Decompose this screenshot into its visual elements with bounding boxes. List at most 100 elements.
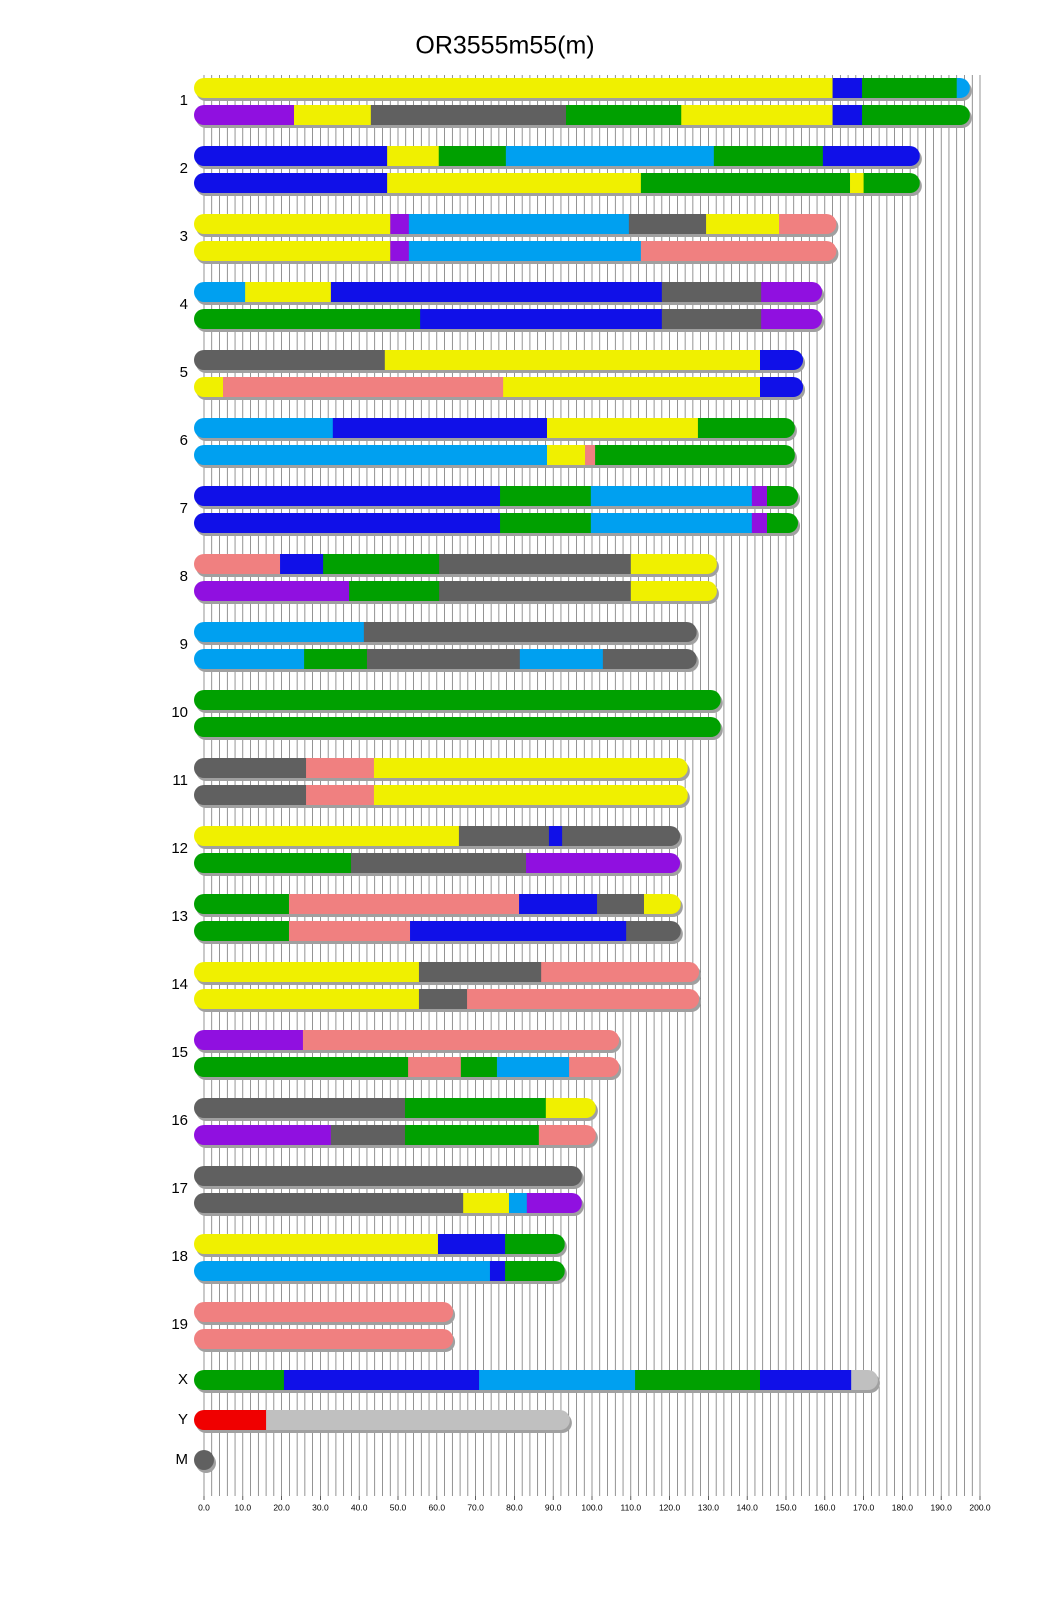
- segment: [390, 214, 410, 234]
- segment: [706, 214, 780, 234]
- chromosome-label: 4: [180, 296, 188, 313]
- chromosome-label: 18: [171, 1248, 188, 1265]
- segment: [323, 554, 440, 574]
- haplotype: [194, 1450, 214, 1470]
- segment: [194, 78, 833, 98]
- chromosome-label: 11: [172, 772, 188, 789]
- segment: [194, 173, 388, 193]
- x-tick-label: 180.0: [892, 1502, 914, 1512]
- segment: [194, 1166, 582, 1186]
- segment: [595, 445, 795, 465]
- chromosome-label: X: [178, 1371, 188, 1388]
- segment: [751, 513, 768, 533]
- segment: [956, 78, 970, 98]
- segment: [349, 581, 440, 601]
- segment: [661, 309, 762, 329]
- x-tick-label: 90.0: [545, 1502, 562, 1512]
- haplotype: [194, 445, 795, 465]
- segment: [566, 105, 682, 125]
- segment: [194, 214, 391, 234]
- segment: [630, 554, 717, 574]
- segment: [194, 1098, 406, 1118]
- haplotype: [194, 649, 697, 669]
- segment: [194, 1302, 454, 1322]
- segment: [283, 1370, 480, 1390]
- segment: [351, 853, 527, 873]
- segment: [562, 826, 681, 846]
- segment: [194, 1450, 214, 1470]
- haplotype: [194, 513, 799, 533]
- haplotype: [194, 1302, 454, 1322]
- segment: [194, 146, 388, 166]
- segment: [851, 1370, 878, 1390]
- segment: [590, 486, 753, 506]
- segment: [505, 146, 715, 166]
- haplotype: [194, 105, 970, 125]
- segment: [590, 513, 753, 533]
- segment: [384, 350, 761, 370]
- segment: [420, 309, 663, 329]
- haplotype: [194, 554, 717, 574]
- haplotype: [194, 826, 681, 846]
- segment: [832, 105, 863, 125]
- segment: [760, 1370, 852, 1390]
- chromosome-label: 9: [180, 636, 188, 653]
- segment: [194, 445, 548, 465]
- x-tick-label: 40.0: [351, 1502, 368, 1512]
- haplotype: [194, 418, 795, 438]
- segment: [418, 962, 542, 982]
- x-tick-label: 120.0: [659, 1502, 681, 1512]
- chromosome-label: 17: [171, 1180, 188, 1197]
- segment: [194, 690, 721, 710]
- segment: [496, 1057, 570, 1077]
- segment: [597, 894, 645, 914]
- segment: [363, 622, 697, 642]
- segment: [760, 350, 804, 370]
- segment: [194, 1030, 304, 1050]
- segment: [194, 894, 290, 914]
- haplotype: [194, 241, 837, 261]
- segment: [194, 1193, 464, 1213]
- segment: [330, 282, 663, 302]
- segment: [489, 1261, 506, 1281]
- segment: [194, 105, 295, 125]
- segment: [519, 894, 598, 914]
- x-tick-label: 150.0: [775, 1502, 797, 1512]
- segment: [306, 785, 375, 805]
- haplotype: [194, 690, 721, 710]
- segment: [526, 853, 681, 873]
- segment: [681, 105, 833, 125]
- segment: [194, 1261, 491, 1281]
- segment: [766, 513, 799, 533]
- segment: [643, 894, 681, 914]
- x-tick-label: 100.0: [581, 1502, 603, 1512]
- haplotype: [194, 758, 688, 778]
- x-tick-label: 50.0: [390, 1502, 407, 1512]
- segment: [304, 649, 368, 669]
- segment: [387, 146, 440, 166]
- segment: [863, 173, 920, 193]
- x-tick-label: 140.0: [737, 1502, 759, 1512]
- segment: [194, 1410, 267, 1430]
- chromosome-label: 8: [180, 568, 188, 585]
- segment: [418, 989, 468, 1009]
- segment: [548, 826, 563, 846]
- segment: [194, 1057, 409, 1077]
- haplotype: [194, 1098, 596, 1118]
- segment: [761, 309, 823, 329]
- segment: [408, 214, 630, 234]
- segment: [194, 554, 281, 574]
- x-tick-label: 0.0: [198, 1502, 210, 1512]
- segment: [373, 758, 688, 778]
- haplotype: [194, 894, 681, 914]
- x-tick-label: 190.0: [931, 1502, 953, 1512]
- chromosome-label: 3: [180, 228, 188, 245]
- x-tick-label: 130.0: [698, 1502, 720, 1512]
- segment: [194, 758, 307, 778]
- segment: [505, 1234, 565, 1254]
- segment: [194, 581, 350, 601]
- x-tick-label: 20.0: [273, 1502, 290, 1512]
- segment: [640, 173, 851, 193]
